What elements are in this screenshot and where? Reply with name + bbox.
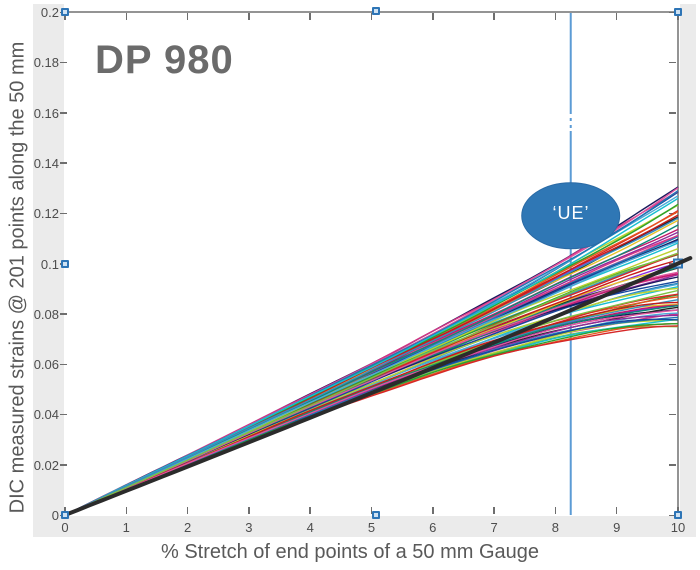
y-tick-mark-right	[669, 11, 676, 13]
x-tick-label: 7	[490, 520, 498, 535]
x-tick-mark	[554, 507, 557, 514]
x-tick-label: 9	[613, 520, 621, 535]
x-tick-label: 2	[183, 520, 192, 535]
x-tick-label: 10	[670, 520, 686, 535]
x-tick-label: 1	[122, 520, 130, 535]
strain-curve	[64, 301, 679, 516]
y-tick-mark-right	[669, 162, 676, 164]
selection-handle-bottom-center[interactable]	[371, 511, 380, 519]
y-axis-label: DIC measured strains @ 201 points along …	[6, 41, 29, 514]
strain-curve	[64, 322, 679, 516]
y-tick-mark-right	[669, 413, 676, 416]
selection-handle-bottom-right[interactable]	[674, 511, 682, 519]
x-tick-mark	[432, 507, 434, 514]
y-tick-mark	[60, 212, 67, 215]
mean-strain-line	[63, 256, 693, 517]
line-dash-artifact	[567, 114, 574, 118]
strain-curve	[64, 313, 679, 516]
y-tick-mark	[60, 61, 67, 64]
x-tick-mark	[186, 507, 189, 514]
strain-curve	[64, 319, 679, 516]
x-tick-label: 8	[551, 520, 559, 535]
x-tick-mark-top	[309, 13, 311, 20]
x-tick-mark-top	[186, 13, 189, 20]
x-tick-label: 0	[61, 520, 69, 535]
y-tick-label: 0.08	[33, 306, 59, 322]
y-tick-mark	[60, 112, 67, 114]
selection-handle-left-middle[interactable]	[61, 259, 69, 268]
y-tick-mark	[60, 313, 67, 315]
line-dash-artifact	[567, 128, 574, 131]
x-tick-mark-top	[677, 13, 679, 20]
selection-handle-top-left[interactable]	[61, 8, 69, 16]
y-tick-label: 0.06	[33, 357, 59, 373]
x-tick-mark	[615, 507, 618, 514]
strain-curve	[64, 309, 679, 516]
x-tick-mark	[677, 507, 679, 514]
strain-curve	[64, 314, 679, 516]
x-tick-mark	[125, 507, 128, 514]
y-tick-mark	[60, 413, 67, 416]
x-tick-label: 5	[367, 520, 376, 535]
x-tick-mark	[370, 507, 373, 514]
x-tick-mark-top	[370, 13, 373, 20]
x-tick-mark-top	[615, 13, 618, 20]
y-tick-label: 0.14	[33, 155, 59, 171]
x-tick-mark	[493, 507, 495, 514]
x-tick-mark	[309, 507, 311, 514]
x-tick-label: 4	[306, 520, 314, 535]
strain-curve	[64, 306, 679, 516]
y-tick-mark-right	[669, 363, 676, 366]
ue-callout-ellipse[interactable]	[521, 182, 621, 250]
x-tick-mark-top	[493, 13, 495, 20]
strain-curve	[64, 318, 679, 516]
selection-handle-top-right[interactable]	[674, 8, 682, 16]
x-tick-label: 3	[245, 520, 253, 535]
ue-callout-label: ‘UE’	[552, 203, 590, 223]
x-tick-mark-top	[248, 13, 250, 20]
y-tick-mark	[60, 363, 67, 366]
x-axis-label: % Stretch of end points of a 50 mm Gauge	[161, 541, 539, 563]
strain-curve	[64, 316, 679, 516]
y-tick-mark	[60, 464, 67, 466]
x-tick-mark	[64, 507, 66, 514]
selection-handle-bottom-left[interactable]	[61, 511, 69, 519]
strain-curve	[64, 240, 679, 516]
y-tick-label: 0.16	[33, 105, 59, 121]
line-dash-artifact	[567, 121, 574, 125]
y-tick-label: 0	[51, 508, 59, 523]
y-tick-mark-right	[669, 112, 676, 114]
strain-curve	[64, 252, 679, 516]
strain-curve	[64, 323, 679, 516]
y-tick-label: 0.02	[33, 457, 59, 473]
selection-handle-top-center[interactable]	[371, 7, 380, 15]
chart-title: DP 980	[95, 38, 234, 82]
strain-curve	[64, 312, 679, 516]
strain-curve	[64, 197, 679, 516]
y-tick-mark	[60, 162, 67, 164]
y-tick-mark-right	[669, 464, 676, 466]
y-tick-label: 0.12	[33, 206, 59, 222]
y-tick-label: 0.2	[40, 5, 59, 20]
x-tick-mark-top	[64, 13, 66, 20]
strain-curve	[64, 325, 679, 516]
x-tick-mark	[248, 507, 250, 514]
x-tick-mark-top	[554, 13, 557, 20]
y-tick-mark-right	[669, 514, 676, 516]
strain-curve	[64, 318, 679, 516]
y-tick-mark-right	[669, 61, 676, 64]
strain-curve	[64, 325, 679, 516]
y-tick-label: 0.04	[33, 407, 59, 423]
strain-curve	[64, 217, 679, 516]
y-tick-label: 0.18	[33, 55, 59, 71]
x-tick-mark-top	[125, 13, 128, 20]
x-tick-label: 6	[429, 520, 437, 535]
strain-curve	[64, 309, 679, 516]
x-tick-mark-top	[432, 13, 434, 20]
y-tick-label: 0.1	[40, 256, 59, 272]
